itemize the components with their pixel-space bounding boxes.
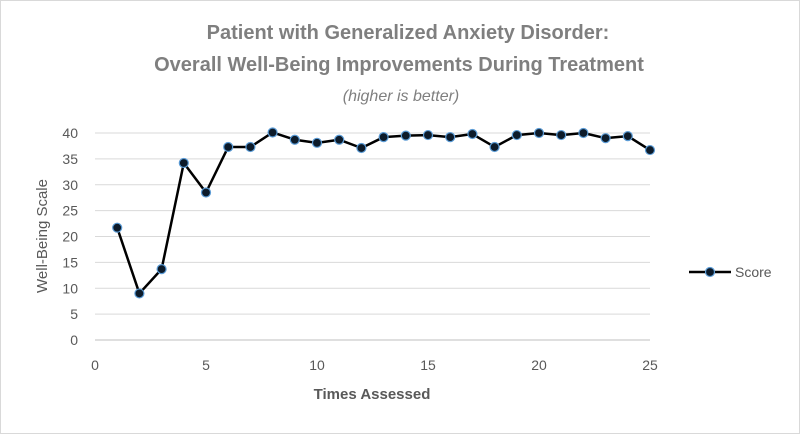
data-point — [178, 157, 189, 169]
x-tick-label: 15 — [420, 357, 436, 373]
data-point — [223, 141, 234, 153]
legend: Score — [689, 264, 772, 280]
legend-label: Score — [735, 264, 772, 280]
data-point — [400, 130, 411, 141]
legend-marker — [704, 266, 716, 278]
data-point — [112, 222, 123, 233]
data-point — [644, 144, 656, 156]
data-point — [445, 132, 456, 143]
data-point — [134, 288, 145, 299]
data-point — [533, 127, 545, 139]
y-tick-label: 25 — [62, 203, 78, 219]
data-point — [334, 134, 345, 145]
series-score — [112, 127, 656, 299]
x-axis-title: Times Assessed — [314, 386, 431, 403]
data-point — [622, 131, 633, 142]
x-tick-label: 10 — [309, 357, 325, 373]
y-axis-title: Well-Being Scale — [34, 179, 51, 293]
data-point — [511, 129, 522, 141]
data-point — [267, 127, 278, 138]
data-point — [289, 134, 300, 145]
gridlines — [95, 132, 650, 341]
y-tick-label: 0 — [70, 332, 78, 348]
y-tick-label: 15 — [62, 254, 78, 270]
data-point — [578, 127, 589, 139]
y-tick-label: 30 — [62, 177, 78, 193]
chart-title-line2: Overall Well-Being Improvements During T… — [154, 54, 644, 76]
data-point — [245, 141, 256, 153]
data-point — [489, 141, 500, 153]
y-tick-label: 40 — [62, 125, 78, 141]
x-axis-tick-labels: 0 5 10 15 20 25 — [91, 357, 658, 373]
chart-title-line1: Patient with Generalized Anxiety Disorde… — [207, 22, 610, 44]
data-point — [422, 129, 434, 141]
y-tick-label: 10 — [62, 280, 78, 296]
y-tick-label: 20 — [62, 229, 78, 245]
x-tick-label: 25 — [642, 357, 658, 373]
data-point — [311, 137, 323, 148]
x-tick-label: 20 — [531, 357, 547, 373]
chart-subtitle: (higher is better) — [343, 88, 460, 105]
series-line — [116, 131, 651, 295]
data-point — [556, 129, 567, 141]
x-tick-label: 0 — [91, 357, 99, 373]
y-tick-label: 35 — [62, 151, 78, 167]
data-point — [200, 187, 212, 198]
data-point — [156, 264, 167, 275]
data-point — [600, 133, 611, 144]
data-point — [356, 142, 367, 154]
y-axis-tick-labels: 0 5 10 15 20 25 30 35 40 — [62, 125, 78, 348]
data-point — [378, 132, 389, 143]
data-point — [467, 128, 478, 140]
x-tick-label: 5 — [202, 357, 210, 373]
y-tick-label: 5 — [70, 306, 78, 322]
